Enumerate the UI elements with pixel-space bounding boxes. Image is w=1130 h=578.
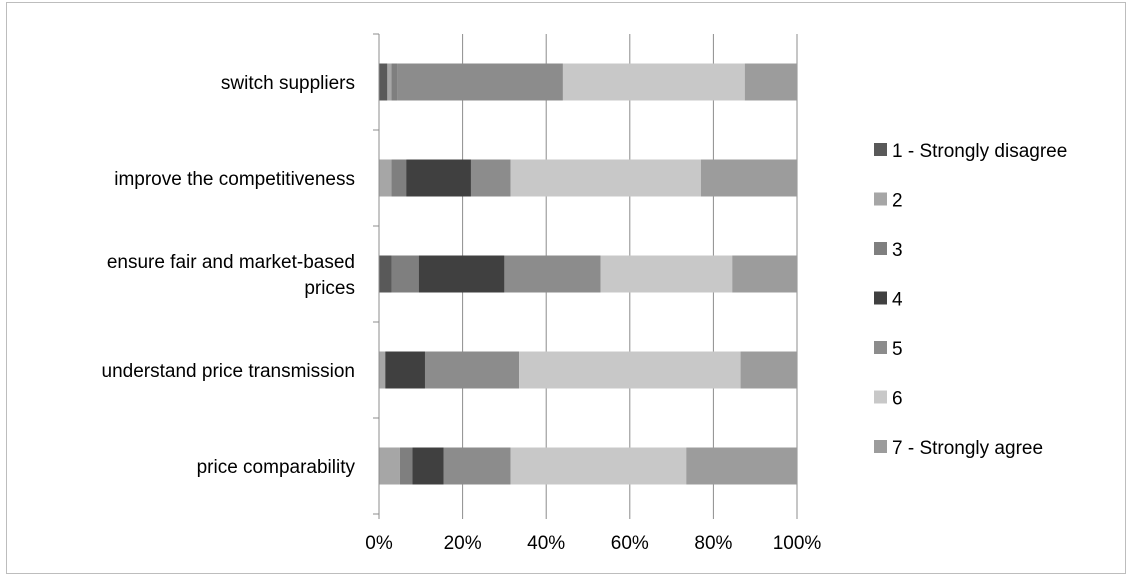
bar-segment <box>379 159 392 197</box>
category-label: ensure fair and market-based <box>107 252 355 273</box>
axes <box>373 33 798 519</box>
bar-segment <box>385 351 425 389</box>
legend-swatch <box>874 390 887 404</box>
bar-segment <box>600 255 733 293</box>
legend-label: 1 - Strongly disagree <box>892 141 1067 162</box>
bar-segment <box>519 351 741 389</box>
bar-segment <box>700 159 797 197</box>
x-tick-label: 100% <box>773 533 822 554</box>
bar-segment <box>504 255 601 293</box>
legend-swatch <box>874 341 887 354</box>
bar-segment <box>387 63 392 101</box>
bar-segment <box>510 159 701 197</box>
category-label: price comparability <box>197 457 356 478</box>
legend-label: 2 <box>892 191 903 212</box>
bar-segment <box>379 351 386 389</box>
legend-label: 3 <box>892 240 903 261</box>
legend-label: 7 - Strongly agree <box>892 438 1043 459</box>
bar-segment <box>744 63 797 101</box>
bar-segment <box>424 351 520 389</box>
legend-label: 6 <box>892 389 903 410</box>
x-tick-label: 80% <box>694 533 732 554</box>
x-tick-label: 20% <box>444 533 482 554</box>
bars <box>379 63 797 485</box>
x-tick-label: 0% <box>365 533 393 554</box>
bar-segment <box>379 447 400 485</box>
category-label: prices <box>304 278 355 299</box>
bar-segment <box>379 63 388 101</box>
legend-swatch <box>874 242 887 255</box>
bar-segment <box>412 447 444 485</box>
legend: 1 - Strongly disagree 2 3 4 5 6 7 - Strongly a… <box>874 141 1067 459</box>
legend-swatch <box>874 192 887 206</box>
bar-segment <box>470 159 511 197</box>
bar-segment <box>686 447 797 485</box>
legend-swatch <box>874 143 887 156</box>
bar-segment <box>397 63 563 101</box>
bar-segment <box>732 255 797 293</box>
bar-segment <box>391 159 407 197</box>
category-label: understand price transmission <box>102 361 355 382</box>
x-tick-label: 60% <box>611 533 649 554</box>
bar-segment <box>391 63 398 101</box>
bar-segment <box>510 447 687 485</box>
bar-segment <box>740 351 797 389</box>
bar-segment <box>399 447 413 485</box>
legend-label: 5 <box>892 339 903 360</box>
bar-segment <box>391 255 419 293</box>
bar-segment <box>406 159 471 197</box>
bar-segment <box>379 255 392 293</box>
bar-segment <box>418 255 505 293</box>
bar-segment <box>443 447 511 485</box>
legend-label: 4 <box>892 290 903 311</box>
legend-swatch <box>874 440 887 453</box>
category-label: improve the competitiveness <box>114 169 355 190</box>
x-tick-labels: 0% 20% 40% 60% 80% 100% <box>365 533 821 554</box>
x-tick-label: 40% <box>527 533 565 554</box>
category-label: switch suppliers <box>221 73 355 94</box>
legend-swatch <box>874 291 887 305</box>
bar-segment <box>562 63 745 101</box>
category-labels: switch suppliers improve the competitiven… <box>102 73 356 478</box>
